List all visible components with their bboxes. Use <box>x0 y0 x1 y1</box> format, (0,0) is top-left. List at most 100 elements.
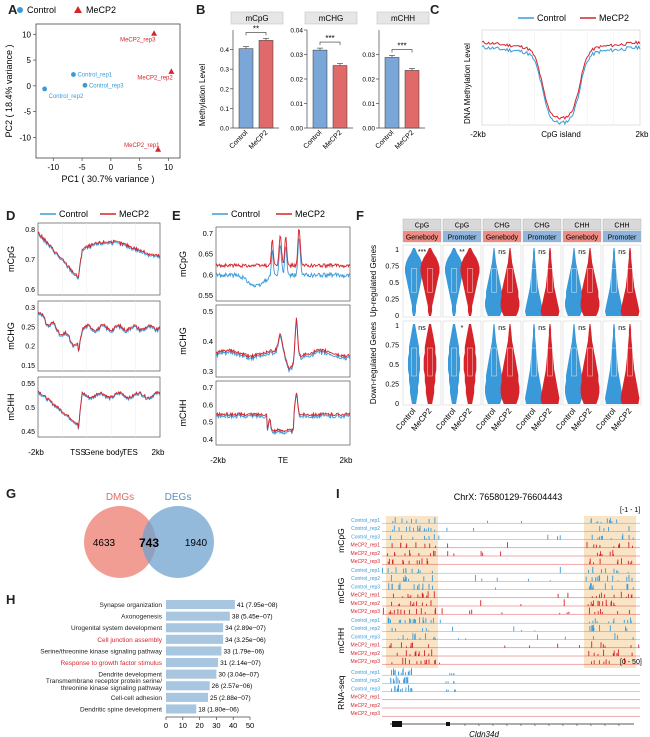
category-label: Control <box>228 129 249 150</box>
x-tick-label: 0 <box>164 721 168 730</box>
y-tick-label: 0.0 <box>220 126 229 133</box>
track-label: Control_rep3 <box>351 584 380 590</box>
sig-label: *** <box>325 34 334 43</box>
control-curve <box>215 393 351 436</box>
y-tick-label: 0.4 <box>220 47 229 54</box>
x-axis-title: CpG island <box>541 130 581 139</box>
sig-label: ns <box>498 325 506 332</box>
facet-frame <box>522 244 562 318</box>
gene-body-profiles: Control MeCP2 mCpG 0.8 0.7 0.6 mCHG 0.3 0.25 0.2 0… <box>6 209 165 457</box>
y-tick-label: 0.5 <box>389 362 399 369</box>
strand-arrow: ‹ <box>464 723 466 729</box>
header-top-cell <box>482 218 522 231</box>
go-bar-label: 34 (2.89e−07) <box>225 625 266 632</box>
locus-title: ChrX: 76580129-76604443 <box>454 492 563 502</box>
track-label: MeCP2_rep3 <box>351 711 381 717</box>
venn-overlap-count: 743 <box>139 536 159 550</box>
violin <box>580 248 600 316</box>
violin <box>420 248 440 316</box>
panel-label-f: F <box>356 208 364 223</box>
go-term-label: Urogenital system development <box>71 625 162 632</box>
x-tick-label: -10 <box>47 163 59 172</box>
venn-left-count: 4633 <box>93 538 116 549</box>
x-label: 2kb <box>340 456 353 465</box>
y-tick-label: 0.45 <box>21 429 35 436</box>
sig-label: *** <box>397 41 406 50</box>
violin <box>540 248 560 316</box>
header-bottom-cell <box>602 230 642 243</box>
chart-header <box>230 11 284 25</box>
y-tick-label: -10 <box>19 133 31 142</box>
go-term-label: Serine/threonine kinase signaling pathwa… <box>40 648 163 655</box>
row-label: mCHG <box>178 327 188 355</box>
go-bar-label: 18 (1.80e−06) <box>198 706 239 713</box>
violin <box>423 324 437 404</box>
track-label: MeCP2_rep1 <box>351 695 381 701</box>
venn-dmgs <box>84 506 156 578</box>
violin-box <box>611 347 617 377</box>
header-top-cell <box>562 218 602 231</box>
violin-box <box>411 347 417 377</box>
strand-arrow: ‹ <box>492 723 494 729</box>
header-bottom-label: Promoter <box>608 235 637 242</box>
header-top-label: CHH <box>614 223 629 230</box>
panel-label-b: B <box>196 2 206 17</box>
sig-bracket <box>245 32 267 36</box>
facet-frame <box>442 320 482 406</box>
y-tick-label: 0.2 <box>25 344 35 351</box>
violin <box>565 248 583 316</box>
control-curve <box>481 44 641 126</box>
strand-arrow: ‹ <box>506 723 508 729</box>
go-bar-label: 30 (3.04e−07) <box>218 672 259 679</box>
go-bar-label: 38 (5.45e−07) <box>232 614 273 621</box>
track-label: MeCP2_rep3 <box>351 659 381 665</box>
violin <box>445 248 463 316</box>
row-frame <box>37 300 161 372</box>
track-signal <box>396 649 633 656</box>
x-label: -2kb <box>210 456 226 465</box>
highlight-region <box>386 516 438 668</box>
y-tick-label: 0.00 <box>362 126 375 133</box>
header-top-label: CHG <box>534 223 550 230</box>
pca-frame <box>35 23 181 159</box>
y-tick-label: 0.04 <box>290 28 303 35</box>
pca-point-label: Control_rep3 <box>89 83 124 89</box>
violin <box>605 324 623 404</box>
pca-point-label: MeCP2_rep2 <box>137 75 173 81</box>
track-group-label: mCHG <box>336 578 346 604</box>
range-label-methylation: [-1 - 1] <box>620 507 640 514</box>
y-tick-label: 0 <box>395 401 399 408</box>
facet-frame <box>562 244 602 318</box>
track-label: MeCP2_rep1 <box>351 643 381 649</box>
sig-label: ns <box>418 325 426 332</box>
y-tick-label: 0.55 <box>198 291 213 300</box>
y-tick-label: 0.7 <box>203 383 213 392</box>
row-label: Up-regulated Genes <box>369 245 378 317</box>
y-tick-label: 0.02 <box>290 77 303 84</box>
highlight-region <box>584 516 636 668</box>
track-signal <box>389 533 634 540</box>
y-tick-label: 0.65 <box>198 250 213 259</box>
violin-box <box>587 347 593 377</box>
sig-label: ns <box>538 325 546 332</box>
legend-mecp2-label: MeCP2 <box>86 5 116 15</box>
sig-label: *** <box>418 249 426 256</box>
row-label: mCHH <box>6 394 16 421</box>
track-signal <box>391 624 628 632</box>
y-tick-label: 1 <box>395 323 399 330</box>
violin <box>405 248 423 316</box>
go-bar-label: 26 (2.57e−06) <box>212 683 253 690</box>
y-tick-label: 0.7 <box>203 229 213 238</box>
y-tick-label: 0.3 <box>220 67 229 74</box>
genome-browser-tracks: ChrX: 76580129-76604443 [-1 - 1] mCpG Contr… <box>336 492 642 737</box>
violin-box <box>627 268 633 293</box>
panel-label-c: C <box>430 2 440 17</box>
header-bottom-cell <box>482 230 522 243</box>
track-label: MeCP2_rep2 <box>351 703 381 709</box>
go-term-label: threonine kinase signaling pathway <box>61 685 163 692</box>
violin <box>605 248 623 316</box>
row-frame <box>215 304 351 378</box>
track-signal <box>392 517 618 524</box>
violin-box <box>427 268 433 293</box>
